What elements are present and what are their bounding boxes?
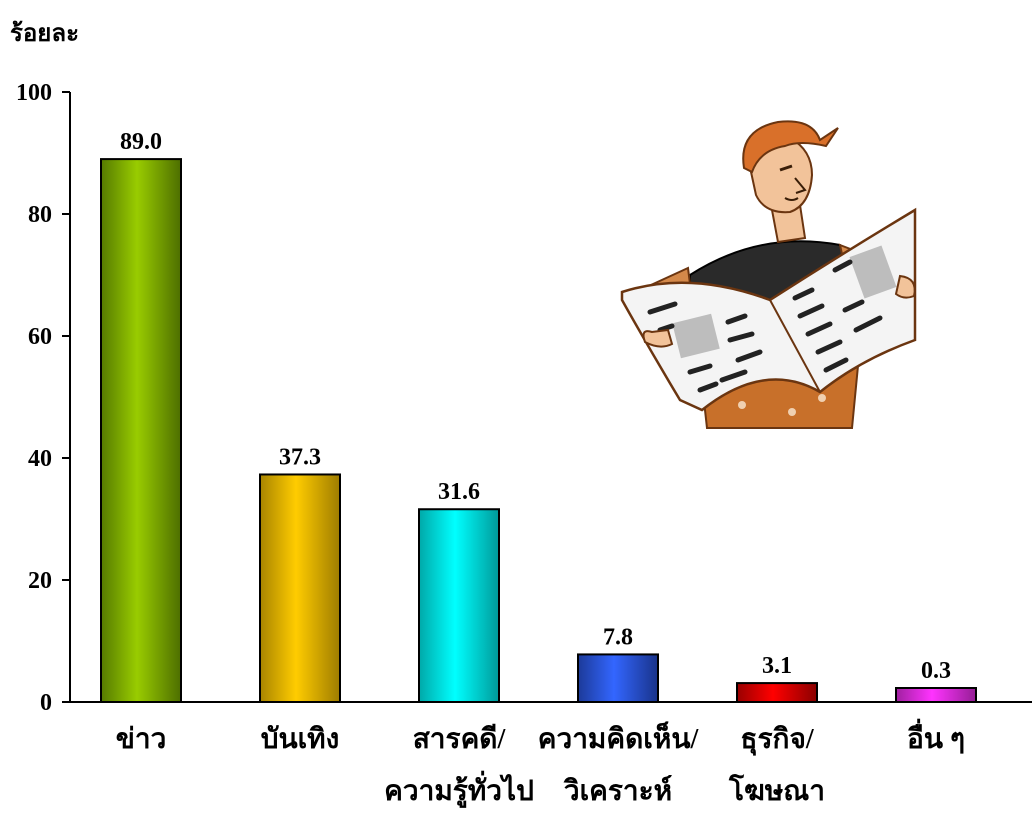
bar — [577, 653, 659, 703]
x-category-label: บันเทิง — [261, 724, 340, 755]
y-ticks: 0 20 40 60 80 100 — [16, 80, 70, 716]
bar — [100, 158, 182, 704]
bar-value-label: 89.0 — [120, 129, 162, 155]
x-category-label: สารคดี/ — [413, 723, 507, 755]
x-category-labels: ข่าว บันเทิง สารคดี/ ความรู้ทั่วไปความคิดเห… — [116, 718, 965, 808]
bar — [895, 687, 977, 703]
x-category-label: ความคิดเห็น/ — [538, 721, 700, 755]
x-category-label: วิเคราะห์ — [563, 775, 673, 807]
bar — [418, 508, 500, 703]
x-category-label: ธุรกิจ/ — [740, 724, 814, 756]
bar — [736, 682, 818, 704]
y-axis-title: ร้อยละ — [10, 20, 79, 47]
bar-value-label: 7.8 — [603, 624, 633, 650]
x-category-label: ข่าว — [116, 724, 167, 755]
y-tick-label: 0 — [40, 690, 52, 716]
y-tick-label: 60 — [28, 324, 52, 350]
y-tick-label: 40 — [28, 446, 52, 472]
bar-value-label: 3.1 — [762, 653, 792, 679]
x-category-label: อื่น ๆ — [907, 718, 965, 755]
bars — [100, 158, 977, 704]
y-tick-label: 20 — [28, 568, 52, 594]
x-category-label: ความรู้ทั่วไป — [384, 770, 534, 808]
bar — [259, 473, 341, 703]
y-tick-label: 100 — [16, 80, 52, 106]
man-reading-newspaper-icon — [620, 120, 917, 429]
value-labels: 89.0 37.3 31.6 7.8 3.1 0.3 — [120, 129, 951, 684]
y-tick-label: 80 — [28, 202, 52, 228]
bar-value-label: 31.6 — [438, 479, 480, 505]
bar-value-label: 0.3 — [921, 658, 951, 684]
bar-value-label: 37.3 — [279, 444, 321, 470]
x-category-label: โฆษณา — [728, 773, 825, 807]
